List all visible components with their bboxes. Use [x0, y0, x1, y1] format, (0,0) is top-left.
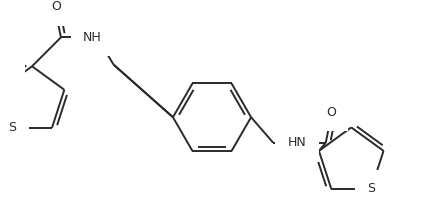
- Text: NH: NH: [83, 31, 102, 44]
- Text: O: O: [51, 0, 61, 13]
- Text: S: S: [367, 182, 375, 195]
- Text: S: S: [8, 121, 16, 134]
- Text: HN: HN: [288, 136, 306, 149]
- Text: O: O: [326, 106, 336, 119]
